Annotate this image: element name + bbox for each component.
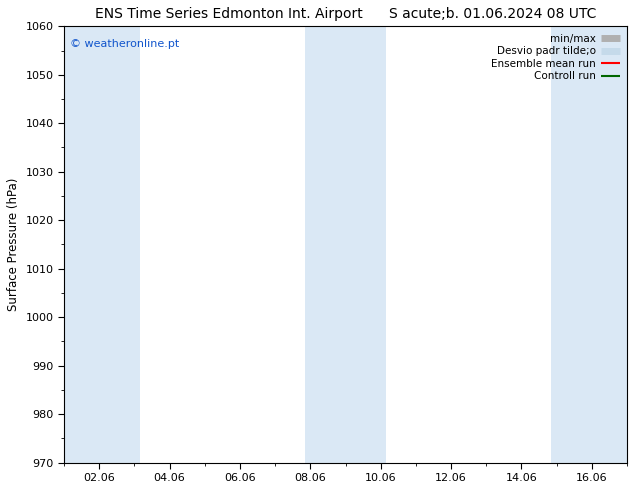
Bar: [64, 26, 139, 463]
Text: © weatheronline.pt: © weatheronline.pt: [70, 39, 179, 49]
Y-axis label: Surface Pressure (hPa): Surface Pressure (hPa): [7, 178, 20, 311]
Legend: min/max, Desvio padr tilde;o, Ensemble mean run, Controll run: min/max, Desvio padr tilde;o, Ensemble m…: [489, 31, 622, 83]
Bar: [305, 26, 386, 463]
Title: ENS Time Series Edmonton Int. Airport      S acute;b. 01.06.2024 08 UTC: ENS Time Series Edmonton Int. Airport S …: [95, 7, 596, 21]
Bar: [552, 26, 627, 463]
